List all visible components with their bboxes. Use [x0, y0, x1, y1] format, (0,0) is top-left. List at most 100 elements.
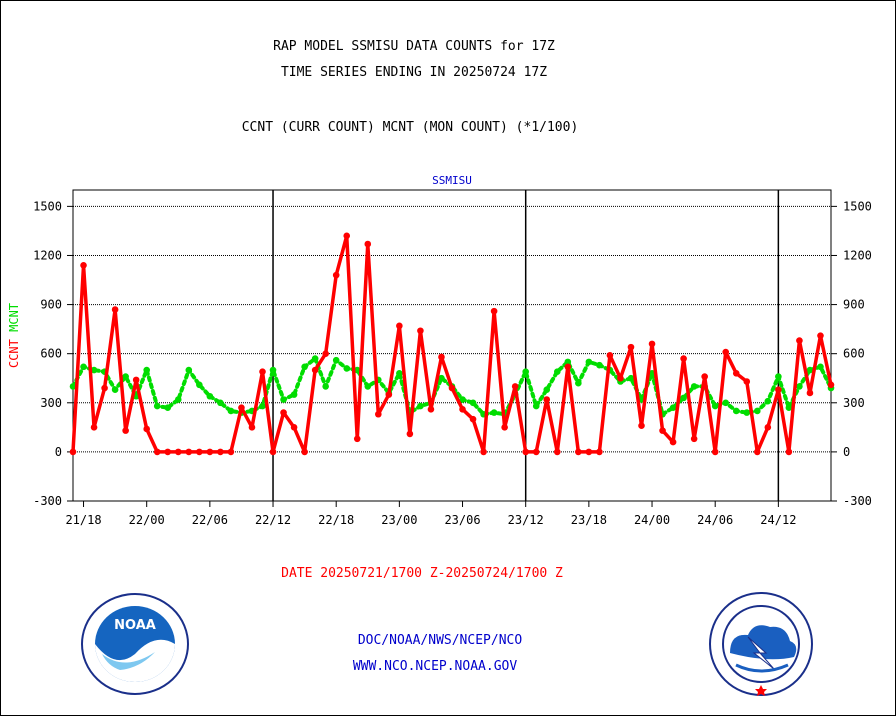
- data-point-ccnt: [796, 337, 803, 344]
- data-point-ccnt: [575, 448, 582, 456]
- x-tick-label: 22/18: [318, 513, 354, 527]
- data-point-ccnt: [164, 448, 172, 456]
- y-axis-label: CCNT MCNT: [7, 303, 21, 368]
- data-point-mcnt: [311, 355, 319, 362]
- data-point-mcnt: [553, 368, 561, 375]
- data-point-ccnt: [269, 448, 277, 456]
- x-tick-label: 22/06: [192, 513, 228, 527]
- data-point-mcnt: [490, 409, 498, 416]
- data-point-ccnt: [722, 348, 730, 356]
- y-tick-label-right: 1200: [843, 248, 872, 262]
- data-point-mcnt: [343, 365, 351, 372]
- data-point-mcnt: [217, 399, 224, 407]
- data-point-ccnt: [669, 438, 677, 446]
- data-point-mcnt: [111, 386, 119, 393]
- data-point-ccnt: [301, 448, 308, 456]
- x-tick-label: 23/12: [508, 513, 544, 527]
- data-point-ccnt: [385, 391, 393, 398]
- y-tick-label-left: 300: [40, 396, 62, 410]
- data-point-mcnt: [164, 404, 172, 412]
- data-point-mcnt: [732, 407, 740, 415]
- data-point-mcnt: [532, 402, 540, 410]
- data-point-mcnt: [754, 407, 761, 415]
- data-point-ccnt: [606, 352, 614, 359]
- data-point-ccnt: [427, 406, 435, 413]
- data-point-mcnt: [122, 373, 129, 380]
- data-point-ccnt: [585, 448, 593, 456]
- data-point-ccnt: [501, 424, 508, 431]
- title-line-3: CCNT (CURR COUNT) MCNT (MON COUNT) (*1/1…: [241, 120, 579, 135]
- data-point-ccnt: [522, 448, 529, 456]
- date-range-label: DATE 20250721/1700 Z-20250724/1700 Z: [281, 566, 563, 581]
- data-point-ccnt: [259, 368, 266, 375]
- y-tick-label-right: 300: [843, 396, 865, 410]
- data-point-ccnt: [511, 383, 519, 390]
- y-tick-label-left: 900: [40, 298, 62, 312]
- data-point-ccnt: [459, 406, 466, 413]
- data-point-mcnt: [680, 394, 687, 402]
- nws-logo-icon: [709, 592, 813, 696]
- data-point-ccnt: [543, 396, 551, 403]
- data-point-ccnt: [490, 307, 498, 315]
- data-point-ccnt: [311, 366, 319, 374]
- noaa-logo-text: NOAA: [114, 618, 156, 633]
- data-point-ccnt: [206, 448, 214, 456]
- org-path-link[interactable]: DOC/NOAA/NWS/NCEP/NCO: [357, 633, 523, 648]
- data-point-mcnt: [417, 402, 424, 410]
- data-point-mcnt: [269, 366, 277, 374]
- data-point-ccnt: [617, 374, 624, 382]
- data-point-ccnt: [238, 404, 245, 412]
- data-point-ccnt: [122, 427, 129, 434]
- x-tick-label: 23/06: [444, 513, 480, 527]
- data-point-ccnt: [217, 448, 224, 456]
- data-point-ccnt: [480, 448, 487, 456]
- data-point-ccnt: [532, 448, 540, 456]
- data-point-mcnt: [543, 386, 551, 393]
- data-point-ccnt: [690, 435, 698, 443]
- data-point-ccnt: [153, 448, 161, 456]
- title-line-2: TIME SERIES ENDING IN 20250724 17Z: [280, 65, 548, 80]
- data-point-mcnt: [564, 358, 572, 366]
- series-line-ccnt: [71, 234, 833, 454]
- data-point-ccnt: [185, 448, 193, 456]
- data-point-ccnt: [406, 430, 414, 438]
- data-point-ccnt: [827, 381, 835, 389]
- y-tick-label-right: 900: [843, 298, 865, 312]
- data-point-ccnt: [711, 448, 719, 456]
- data-point-mcnt: [301, 363, 308, 371]
- data-point-ccnt: [322, 350, 329, 357]
- data-point-ccnt: [817, 332, 824, 339]
- x-tick-label: 21/18: [65, 513, 101, 527]
- data-point-mcnt: [259, 402, 266, 410]
- data-point-ccnt: [353, 435, 361, 443]
- x-tick-label: 22/12: [255, 513, 291, 527]
- data-point-mcnt: [80, 363, 87, 371]
- y-tick-label-left: -300: [33, 494, 62, 508]
- website-link[interactable]: WWW.NCO.NCEP.NOAA.GOV: [352, 659, 518, 674]
- data-point-ccnt: [648, 340, 656, 348]
- y-tick-label-right: 600: [843, 347, 865, 361]
- data-point-ccnt: [248, 424, 256, 431]
- data-point-mcnt: [575, 379, 582, 387]
- y-tick-label-left: 0: [55, 445, 62, 459]
- data-point-mcnt: [206, 392, 214, 400]
- data-point-ccnt: [659, 427, 666, 434]
- data-point-ccnt: [775, 386, 782, 393]
- data-point-ccnt: [101, 384, 108, 392]
- data-point-mcnt: [711, 402, 719, 410]
- data-point-ccnt: [143, 425, 150, 433]
- data-point-mcnt: [596, 361, 603, 369]
- data-point-ccnt: [743, 378, 751, 385]
- data-point-mcnt: [690, 383, 698, 390]
- x-tick-label: 23/18: [571, 513, 607, 527]
- x-tick-label: 24/06: [697, 513, 733, 527]
- data-point-mcnt: [322, 383, 329, 390]
- data-point-mcnt: [353, 366, 361, 374]
- data-point-ccnt: [132, 376, 140, 384]
- x-tick-label: 23/00: [381, 513, 417, 527]
- data-point-ccnt: [754, 448, 761, 456]
- data-point-mcnt: [669, 404, 677, 412]
- data-point-ccnt: [701, 373, 708, 380]
- data-point-mcnt: [743, 409, 751, 416]
- data-point-ccnt: [680, 355, 687, 362]
